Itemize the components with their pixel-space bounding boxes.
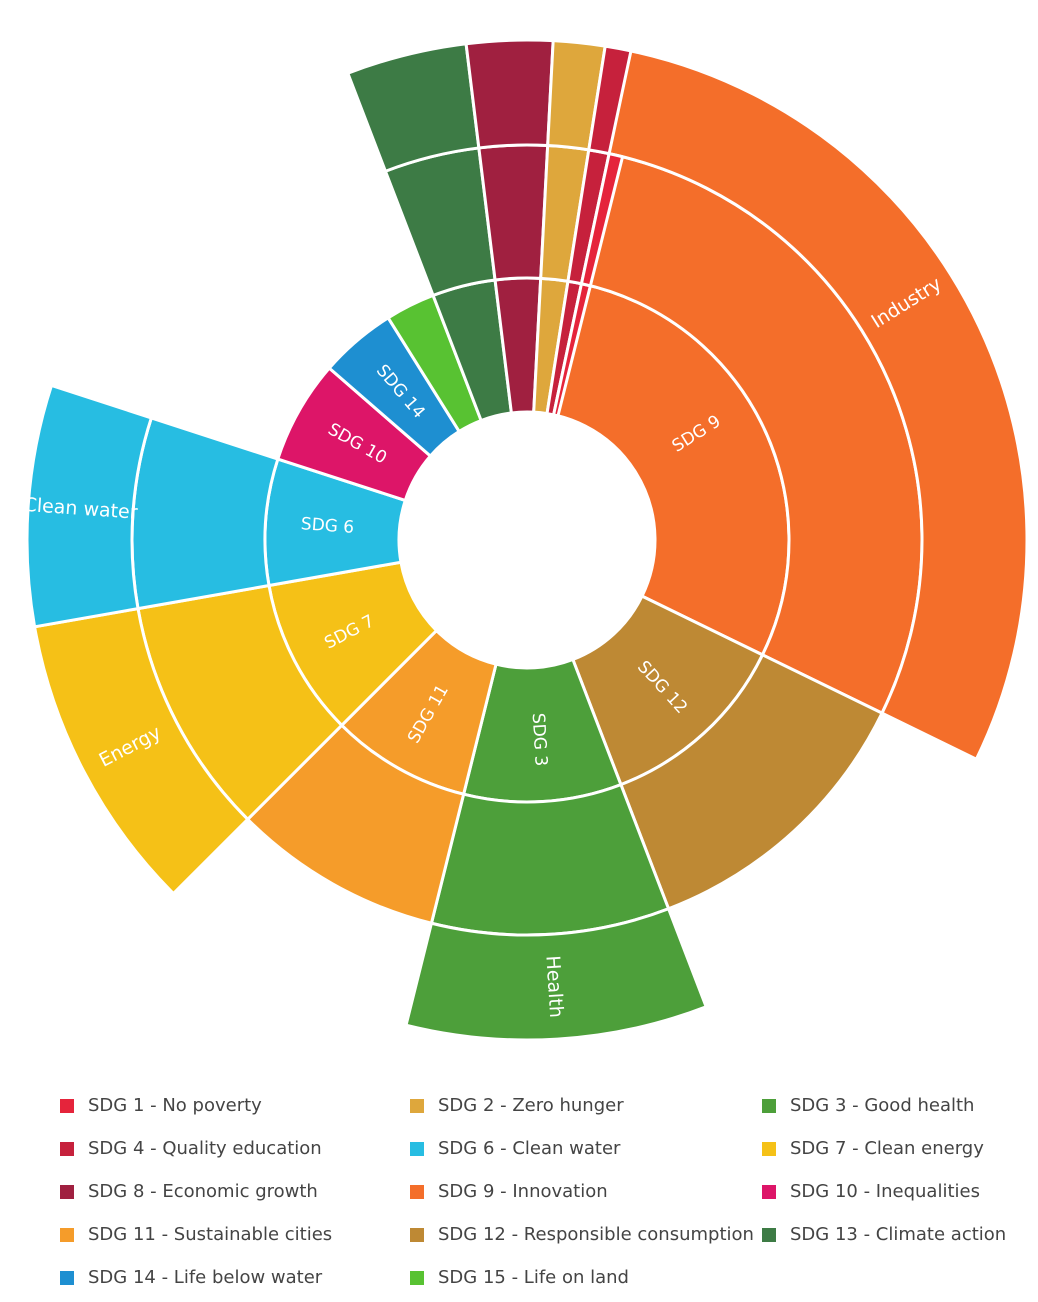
segment-sdg6-level-3[interactable] [25,383,153,629]
legend-label: SDG 4 - Quality education [88,1138,322,1159]
legend-swatch [60,1270,74,1285]
segment-sdg1-level-2[interactable] [579,152,625,288]
legend-label: SDG 3 - Good health [790,1095,975,1116]
outer-label-sdg13: Climate [0,0,37,11]
label-sdg3: SDG 3 [528,712,551,766]
legend-item[interactable]: SDG 15 - Life on land [410,1265,762,1290]
legend-label: SDG 12 - Responsible consumption [438,1224,754,1245]
label-sdg6: SDG 6 [300,514,355,538]
legend-label: SDG 7 - Clean energy [790,1138,984,1159]
legend-swatch [410,1184,424,1199]
legend-label: SDG 8 - Economic growth [88,1181,318,1202]
legend-swatch [60,1184,74,1199]
segment-sdg6-level-2[interactable] [130,416,280,611]
segment-sdg13-level-3[interactable] [346,42,481,173]
legend-label: SDG 10 - Inequalities [790,1181,980,1202]
legend-swatch [60,1227,74,1242]
legend-item[interactable]: SDG 7 - Clean energy [762,1136,1022,1161]
chart-legend: SDG 1 - No poverty SDG 2 - Zero hunger SDG… [60,1093,1020,1290]
legend-item[interactable]: SDG 9 - Innovation [410,1179,762,1204]
segment-sdg13-level-2[interactable] [383,146,497,297]
legend-swatch [762,1141,776,1156]
legend-item[interactable]: SDG 1 - No poverty [60,1093,410,1118]
legend-swatch [762,1227,776,1242]
legend-item[interactable]: SDG 10 - Inequalities [762,1179,1022,1204]
legend-label: SDG 11 - Sustainable cities [88,1224,333,1245]
legend-item[interactable]: SDG 12 - Responsible consumption [410,1222,762,1247]
legend-label: SDG 15 - Life on land [438,1267,629,1288]
legend-label: SDG 14 - Life below water [88,1267,323,1288]
segment-sdg9-level-3[interactable] [525,38,1029,761]
legend-swatch [762,1184,776,1199]
legend-item[interactable]: SDG 13 - Climate action [762,1222,1022,1247]
legend-item[interactable]: SDG 2 - Zero hunger [410,1093,762,1118]
segment-sdg3-level-3[interactable] [404,907,708,1042]
legend-swatch [60,1098,74,1113]
legend-item[interactable]: SDG 14 - Life below water [60,1265,410,1290]
legend-label: SDG 1 - No poverty [88,1095,262,1116]
legend-swatch [410,1141,424,1156]
legend-label: SDG 13 - Climate action [790,1224,1007,1245]
legend-swatch [410,1098,424,1113]
legend-item[interactable]: SDG 4 - Quality education [60,1136,410,1161]
legend-swatch [410,1227,424,1242]
sunburst-segments [25,38,1029,1042]
segment-sdg8-level-3[interactable] [464,38,555,150]
legend-swatch [410,1270,424,1285]
legend-swatch [60,1141,74,1156]
legend-item[interactable]: SDG 6 - Clean water [410,1136,762,1161]
legend-item[interactable]: SDG 8 - Economic growth [60,1179,410,1204]
legend-label: SDG 9 - Innovation [438,1181,608,1202]
legend-item[interactable]: SDG 3 - Good health [762,1093,1022,1118]
legend-label: SDG 6 - Clean water [438,1138,621,1159]
legend-item[interactable]: SDG 11 - Sustainable cities [60,1222,410,1247]
legend-label: SDG 2 - Zero hunger [438,1095,624,1116]
outer-label-sdg3: Health [541,955,567,1019]
legend-swatch [762,1098,776,1113]
